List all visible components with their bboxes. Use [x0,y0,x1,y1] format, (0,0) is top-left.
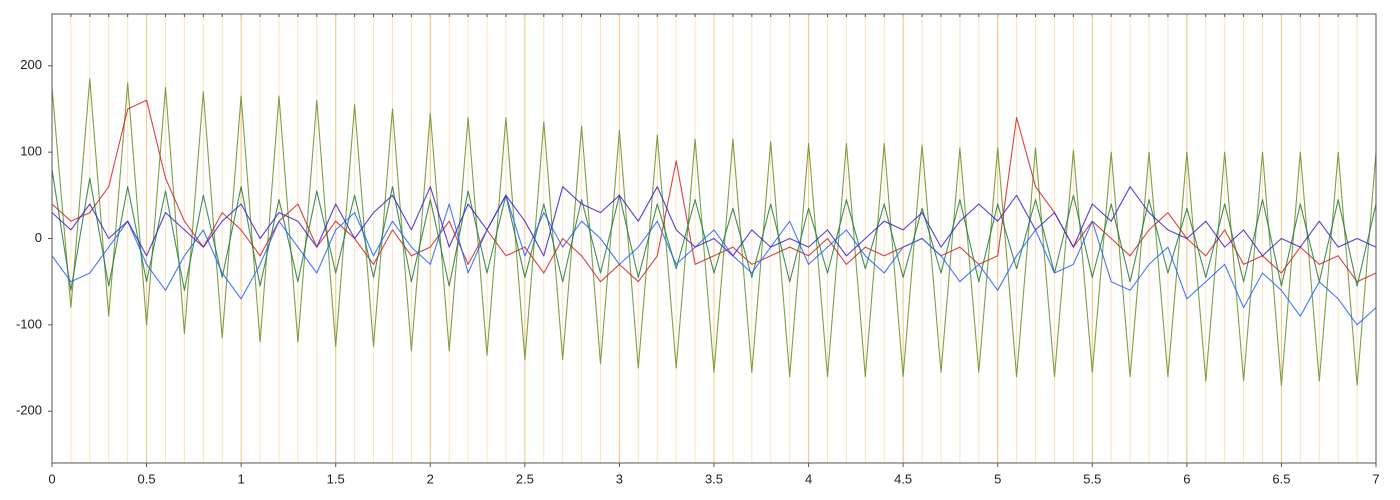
x-tick-label: 0 [48,471,55,486]
y-tick-label: 0 [35,230,42,245]
x-tick-label: 3.5 [705,471,723,486]
plot-frame [51,13,1377,464]
x-tick-label: 5.5 [1083,471,1101,486]
y-tick-label: 200 [20,57,42,72]
x-tick-label: 6 [1183,471,1190,486]
x-tick-label: 3 [616,471,623,486]
y-tick-label: 100 [20,144,42,159]
signal-line [51,186,1377,257]
x-tick-label: 2 [427,471,434,486]
x-tick-label: 4.5 [894,471,912,486]
x-tick-label: 1 [238,471,245,486]
y-tick-label: -100 [16,316,42,331]
y-tick-label: -200 [16,403,42,418]
x-tick-label: 1.5 [327,471,345,486]
x-tick-label: 6.5 [1272,471,1290,486]
signal-line [51,78,1377,386]
x-tick-label: 7 [1372,471,1379,486]
x-tick-label: 2.5 [516,471,534,486]
signal-line [51,169,1377,291]
x-tick-label: 5 [994,471,1001,486]
signal-line [51,194,1377,326]
x-tick-label: 0.5 [138,471,156,486]
x-tick-label: 4 [805,471,812,486]
